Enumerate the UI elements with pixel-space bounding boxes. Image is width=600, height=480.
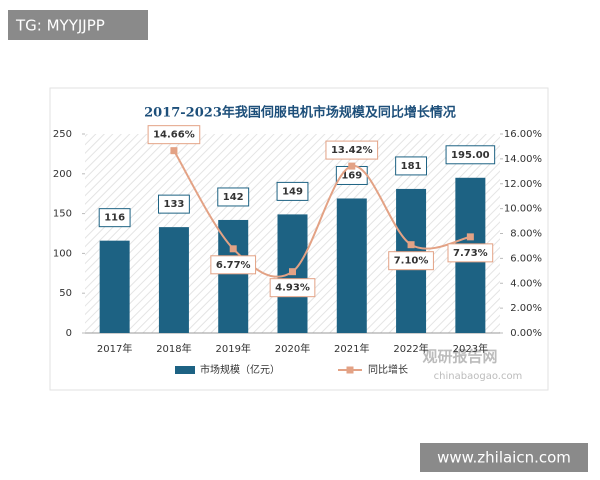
footer: www.zhilaicn.com <box>437 449 571 467</box>
bar <box>158 227 189 333</box>
x-tick-label: 2021年 <box>334 342 369 355</box>
bar <box>336 198 367 333</box>
bar <box>218 219 249 333</box>
legend-swatch <box>175 366 195 374</box>
bar-label-box <box>276 181 309 201</box>
y2-tick-label: 10.00% <box>504 204 542 215</box>
bar-label: 195.00 <box>451 150 490 161</box>
y-tick-label: 250 <box>53 129 72 140</box>
y2-tick-label: 16.00% <box>504 129 542 140</box>
y-tick-label: 0 <box>66 328 72 339</box>
bar-label: 133 <box>163 199 184 210</box>
chart-title: 2017-2023年我国伺服电机市场规模及同比增长情况 <box>144 105 456 121</box>
tag: TG: MYYJJPP <box>15 17 105 35</box>
legend-marker <box>346 366 354 374</box>
watermark-title: 观研报告网 <box>422 348 497 366</box>
bar <box>99 240 130 333</box>
growth-marker <box>466 233 474 241</box>
x-tick-label: 2018年 <box>156 342 191 355</box>
growth-label-box <box>388 251 434 271</box>
y2-tick-label: 2.00% <box>510 303 542 314</box>
bar-label: 116 <box>104 213 125 224</box>
x-tick-label: 2019年 <box>215 342 250 355</box>
growth-label-box <box>147 125 201 145</box>
bar-label-box <box>395 156 428 176</box>
growth-label: 7.73% <box>453 248 488 259</box>
y2-tick-label: 8.00% <box>510 229 542 240</box>
bar-label-box <box>157 194 190 214</box>
footer-box <box>420 443 588 472</box>
x-tick-label: 2017年 <box>97 342 132 355</box>
y-tick-label: 50 <box>59 288 72 299</box>
bar-label: 142 <box>223 192 244 203</box>
growth-label: 6.77% <box>216 260 251 271</box>
legend-label: 市场规模（亿元） <box>200 363 280 376</box>
bar-label-box <box>217 187 250 207</box>
growth-marker <box>289 268 296 276</box>
bar-label: 149 <box>282 186 303 197</box>
bar-label-box <box>98 208 131 228</box>
growth-label-box <box>325 140 379 160</box>
x-tick-label: 2022年 <box>393 342 428 355</box>
growth-label-box <box>269 278 316 298</box>
y-tick-label: 150 <box>53 209 72 220</box>
watermark-url: chinabaogao.com <box>434 371 523 382</box>
y2-tick-label: 14.00% <box>504 154 542 165</box>
growth-marker <box>407 241 415 249</box>
y2-tick-label: 6.00% <box>510 253 542 264</box>
growth-marker <box>170 147 178 155</box>
bar-label: 181 <box>401 161 422 172</box>
x-tick-label: 2023年 <box>453 342 488 355</box>
y-tick-label: 200 <box>53 169 72 180</box>
bar-label: 169 <box>341 170 362 181</box>
growth-marker <box>348 162 356 170</box>
y2-tick-label: 0.00% <box>510 328 542 339</box>
x-tick-label: 2020年 <box>275 342 310 355</box>
growth-label: 7.10% <box>394 256 429 267</box>
y-tick-label: 100 <box>53 248 72 259</box>
growth-label: 13.42% <box>331 145 373 156</box>
growth-marker <box>229 245 237 253</box>
bar-label-box <box>445 145 496 165</box>
y2-tick-label: 4.00% <box>510 278 542 289</box>
growth-label: 14.66% <box>153 130 195 141</box>
y2-tick-label: 12.00% <box>504 179 542 190</box>
growth-label-box <box>210 255 257 275</box>
tag-box <box>8 10 148 40</box>
growth-label-box <box>447 243 494 263</box>
legend-label: 同比增长 <box>368 363 408 376</box>
growth-label: 4.93% <box>275 283 310 294</box>
